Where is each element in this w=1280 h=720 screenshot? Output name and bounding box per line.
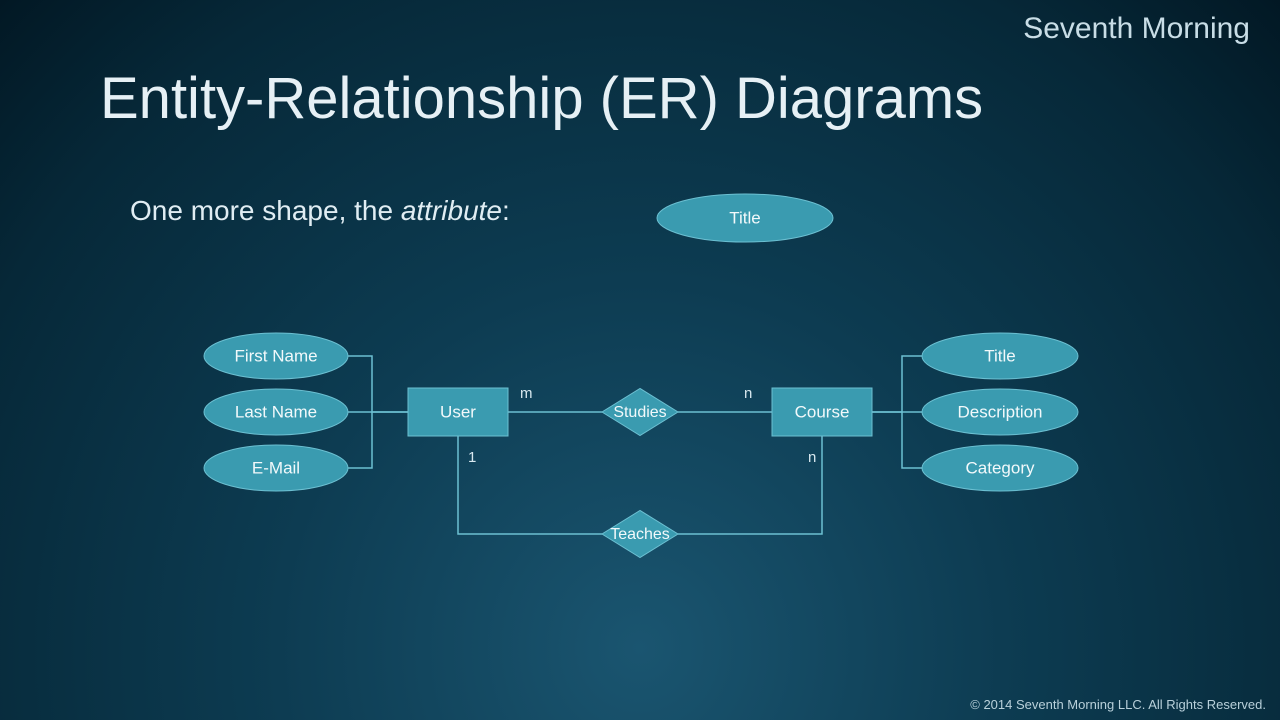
labels-layer: Title First Name Last Name E-Mail Title Descr… — [234, 208, 1042, 543]
attribute-label-title_ex: Title — [729, 208, 761, 227]
edge — [348, 356, 408, 412]
attribute-label-email: E-Mail — [252, 458, 300, 477]
cardinality-label: n — [744, 385, 752, 402]
cardinality-label: m — [520, 385, 533, 402]
edge — [902, 412, 922, 468]
copyright-footer: © 2014 Seventh Morning LLC. All Rights R… — [970, 697, 1266, 712]
attribute-label-c_title: Title — [984, 346, 1016, 365]
shapes-layer — [204, 194, 1078, 558]
edge — [678, 436, 822, 534]
relationship-label-studies: Studies — [613, 404, 666, 421]
edge — [872, 356, 922, 412]
edges-layer — [348, 356, 922, 534]
attribute-label-c_cat: Category — [966, 458, 1035, 477]
cardinality-label: 1 — [468, 449, 476, 466]
edge — [348, 412, 372, 468]
relationship-label-teaches: Teaches — [610, 526, 670, 543]
edge — [458, 436, 602, 534]
er-diagram: Title First Name Last Name E-Mail Title Descr… — [0, 0, 1280, 720]
cardinality-label: n — [808, 449, 816, 466]
attribute-label-lastname: Last Name — [235, 402, 317, 421]
attribute-label-c_desc: Description — [957, 402, 1042, 421]
entity-label-user: User — [440, 402, 476, 421]
entity-label-course: Course — [795, 402, 850, 421]
attribute-label-firstname: First Name — [234, 346, 317, 365]
